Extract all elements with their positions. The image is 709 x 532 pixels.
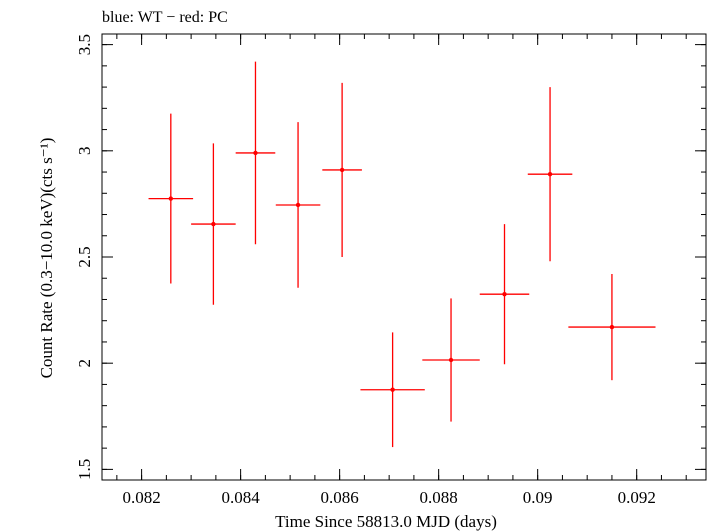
data-point (168, 196, 174, 201)
data-point (502, 291, 507, 297)
y-tick-label: 3.5 (75, 34, 94, 55)
plot-frame (101, 33, 707, 481)
data-point (547, 171, 553, 177)
x-tick-label: 0.084 (221, 488, 260, 507)
x-axis-label: Time Since 58813.0 MJD (days) (275, 512, 497, 531)
x-tick-label: 0.082 (122, 488, 160, 507)
y-tick-label: 1.5 (75, 459, 94, 480)
x-tick-label: 0.088 (420, 488, 458, 507)
data-point (295, 202, 301, 208)
x-tick-label: 0.086 (321, 488, 359, 507)
data-point (390, 387, 395, 392)
data-point (339, 167, 345, 173)
y-tick-label: 3 (75, 147, 94, 156)
data-point (609, 324, 615, 330)
y-tick-label: 2 (75, 359, 94, 368)
y-tick-label: 2.5 (75, 246, 94, 267)
y-axis-label: Count Rate (0.3−10.0 keV)(cts s⁻¹) (37, 138, 56, 379)
x-tick-label: 0.092 (618, 488, 656, 507)
x-axis: 0.082 0.084 0.086 0.088 0.09 0.092 (116, 34, 687, 507)
x-tick-label: 0.09 (523, 488, 553, 507)
data-point (211, 221, 216, 227)
data-point (448, 357, 454, 363)
chart-title: blue: WT − red: PC (102, 9, 228, 26)
data-point (253, 150, 258, 156)
y-axis: 1.5 2 2.5 3 3.5 (75, 34, 706, 480)
data-series (148, 61, 656, 448)
